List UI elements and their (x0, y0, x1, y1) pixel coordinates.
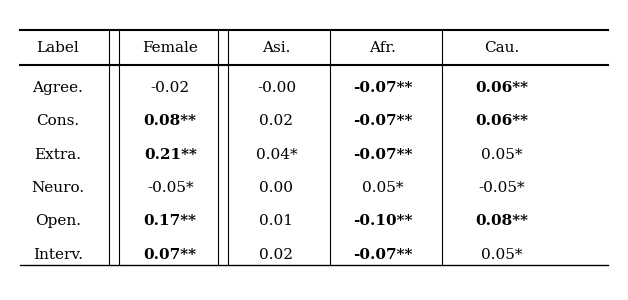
Text: 0.05*: 0.05* (481, 248, 522, 262)
Text: -0.05*: -0.05* (479, 181, 525, 195)
Text: 0.17**: 0.17** (144, 214, 197, 228)
Text: -0.07**: -0.07** (353, 115, 413, 128)
Text: 0.08**: 0.08** (475, 214, 528, 228)
Text: -0.10**: -0.10** (353, 214, 413, 228)
Text: -0.00: -0.00 (257, 81, 296, 95)
Text: Label: Label (36, 41, 79, 55)
Text: Cons.: Cons. (36, 115, 79, 128)
Text: 0.07**: 0.07** (144, 248, 197, 262)
Text: Open.: Open. (35, 214, 80, 228)
Text: -0.07**: -0.07** (353, 248, 413, 262)
Text: Female: Female (143, 41, 198, 55)
Text: Extra.: Extra. (34, 148, 81, 162)
Text: 0.04*: 0.04* (256, 148, 297, 162)
Text: Asi.: Asi. (263, 41, 291, 55)
Text: 0.00: 0.00 (259, 181, 293, 195)
Text: 0.05*: 0.05* (362, 181, 404, 195)
Text: 0.01: 0.01 (259, 214, 293, 228)
Text: 0.05*: 0.05* (481, 148, 522, 162)
Text: Afr.: Afr. (369, 41, 396, 55)
Text: 0.06**: 0.06** (475, 81, 528, 95)
Text: Interv.: Interv. (33, 248, 83, 262)
Text: Cau.: Cau. (484, 41, 519, 55)
Text: -0.07**: -0.07** (353, 81, 413, 95)
Text: 0.02: 0.02 (259, 248, 293, 262)
Text: Neuro.: Neuro. (31, 181, 84, 195)
Text: -0.02: -0.02 (151, 81, 190, 95)
Text: 0.06**: 0.06** (475, 115, 528, 128)
Text: Agree.: Agree. (32, 81, 83, 95)
Text: 0.08**: 0.08** (144, 115, 197, 128)
Text: 0.02: 0.02 (259, 115, 293, 128)
Text: -0.07**: -0.07** (353, 148, 413, 162)
Text: 0.21**: 0.21** (144, 148, 197, 162)
Text: -0.05*: -0.05* (147, 181, 193, 195)
